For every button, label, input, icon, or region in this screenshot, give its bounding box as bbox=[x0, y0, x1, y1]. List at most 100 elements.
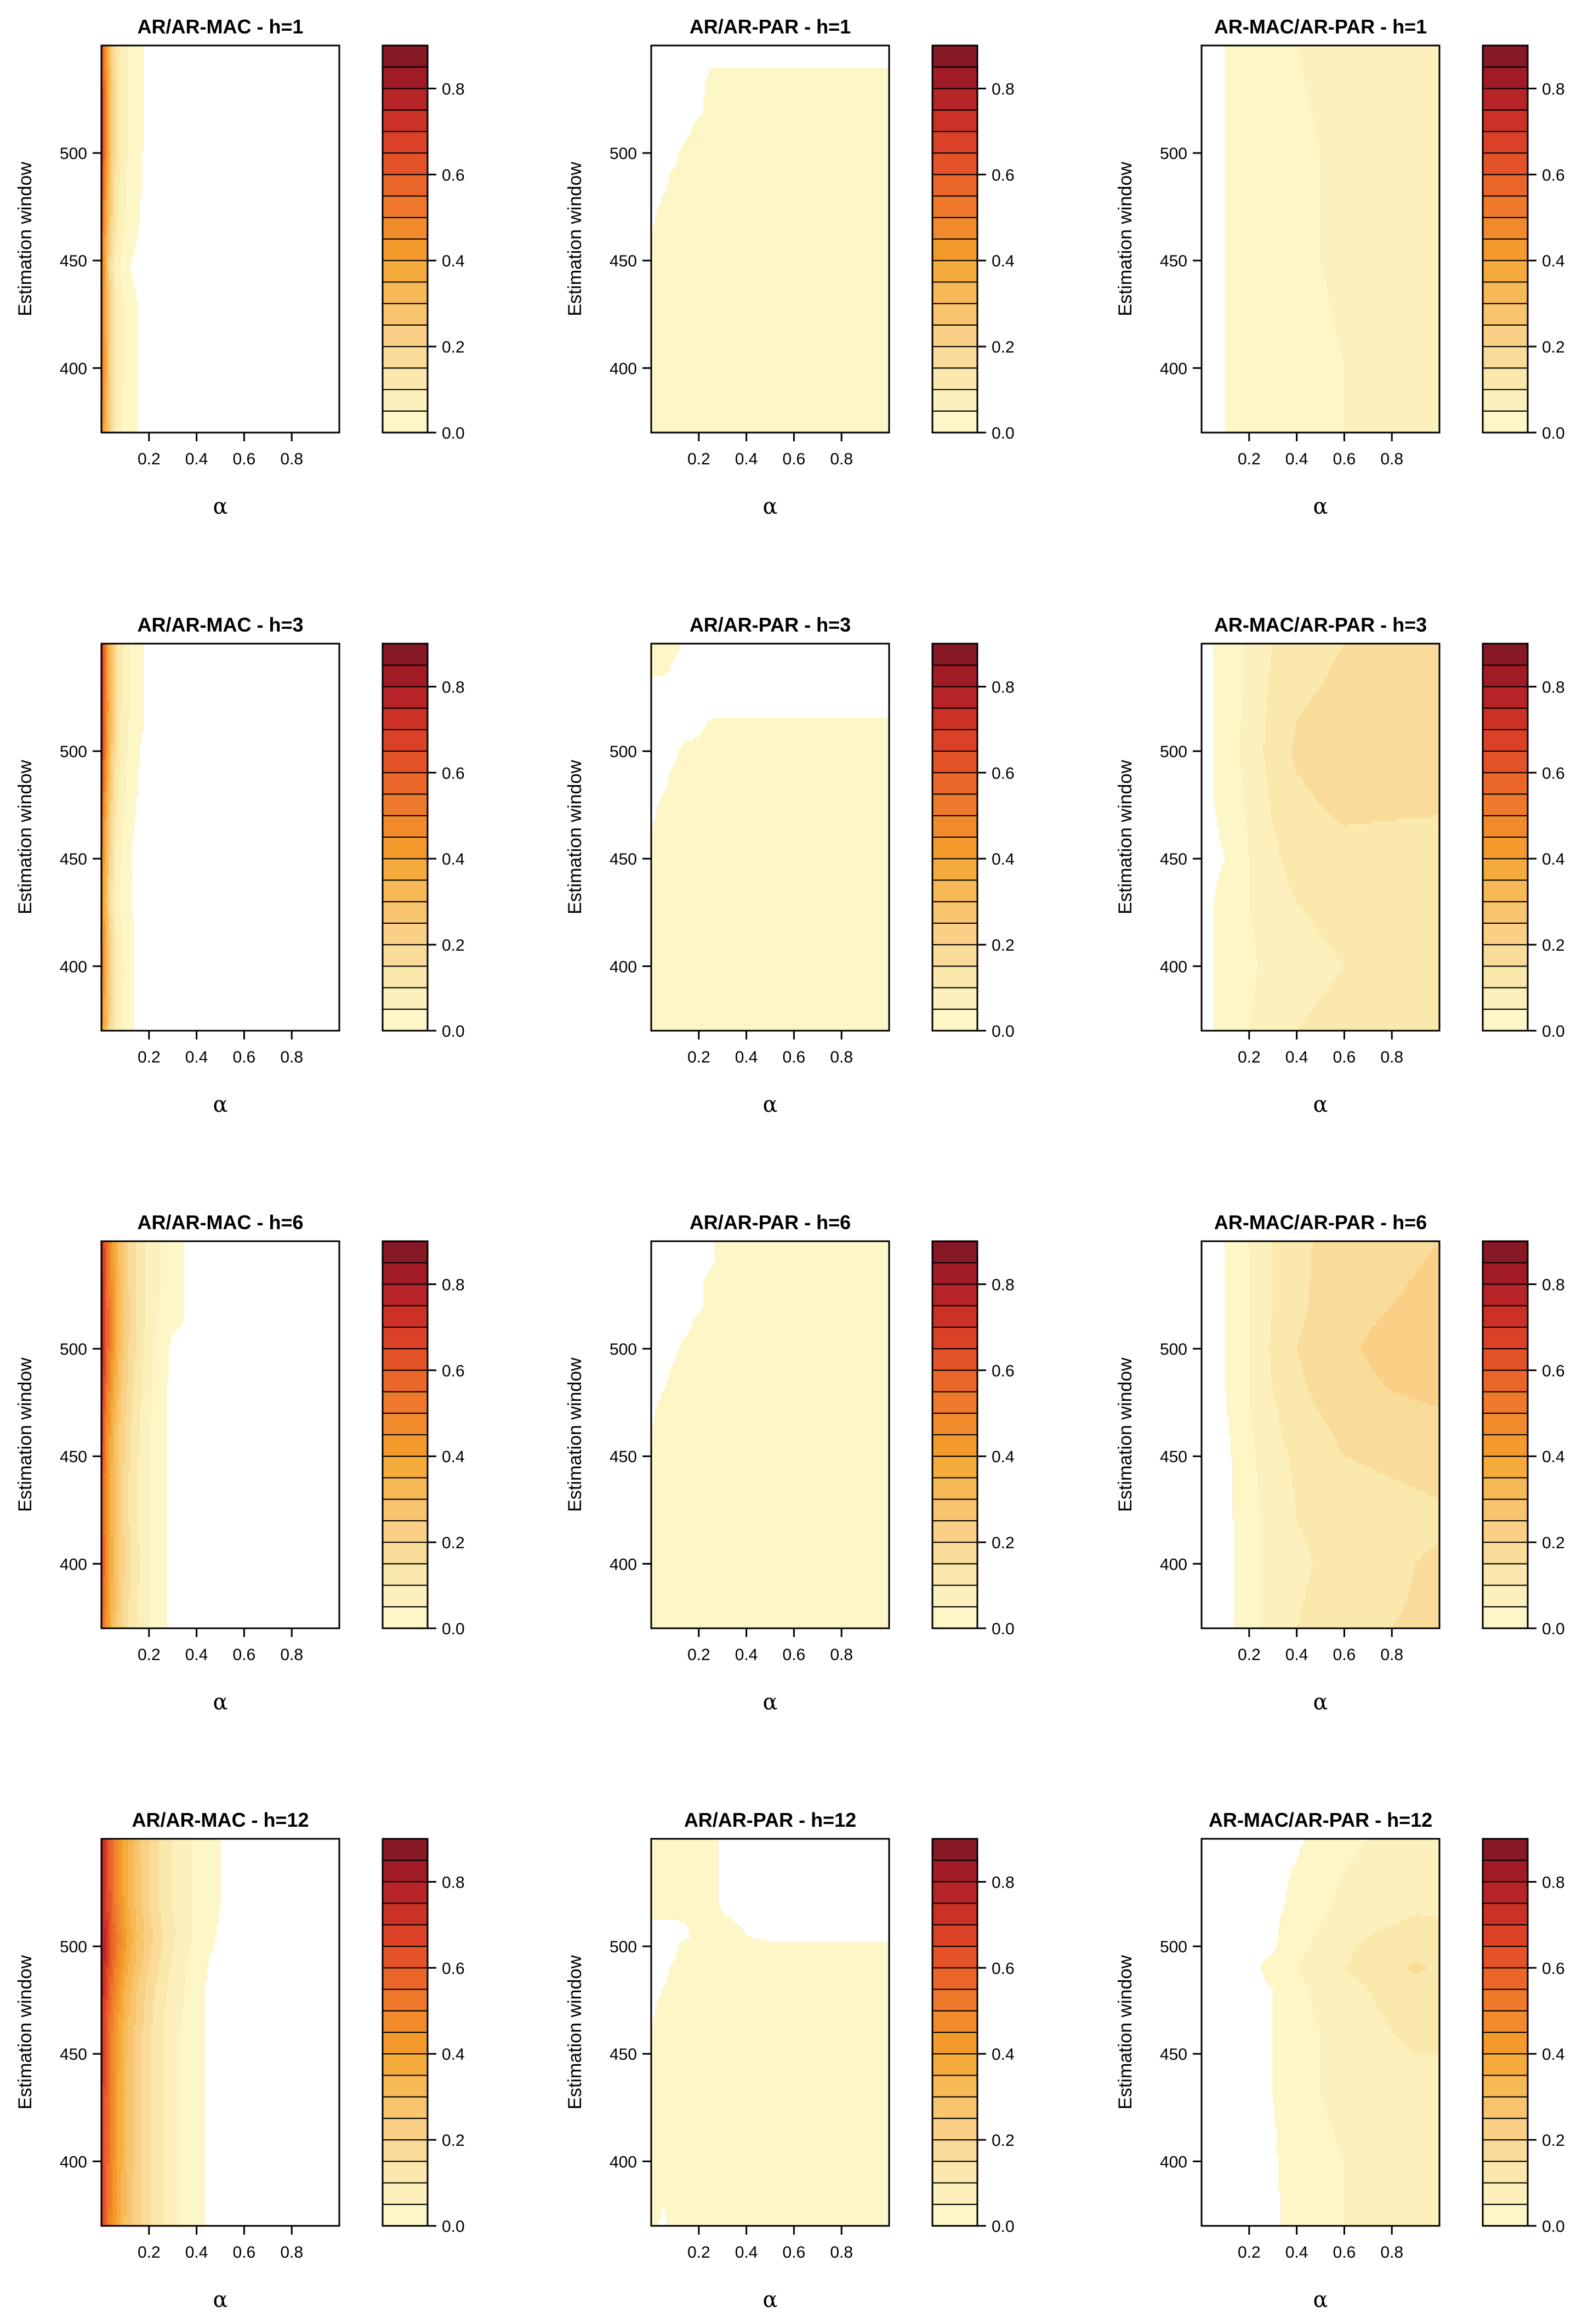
contour-cell bbox=[130, 1331, 136, 1336]
contour-cell bbox=[121, 71, 129, 75]
contour-cell bbox=[115, 116, 117, 120]
contour-cell bbox=[111, 390, 113, 394]
contour-cell bbox=[130, 1325, 136, 1329]
y-tick-label: 450 bbox=[1160, 252, 1187, 270]
contour-cell bbox=[107, 1305, 112, 1310]
contour-cell bbox=[101, 817, 104, 822]
contour-cell bbox=[109, 213, 112, 217]
contour-cell bbox=[1242, 785, 1267, 789]
contour-cell bbox=[128, 1267, 136, 1271]
contour-cell bbox=[1213, 747, 1240, 751]
contour-cell bbox=[103, 1515, 106, 1519]
contour-cell bbox=[113, 876, 116, 880]
contour-cell bbox=[1344, 380, 1440, 385]
contour-cell bbox=[115, 1463, 119, 1468]
contour-cell bbox=[103, 1618, 106, 1622]
contour-cell bbox=[113, 1557, 116, 1561]
contour-cell bbox=[1225, 297, 1329, 301]
contour-cell bbox=[118, 788, 127, 793]
contour-cell bbox=[113, 336, 117, 339]
contour-cell bbox=[103, 1505, 106, 1509]
x-tick-label: 0.2 bbox=[1238, 450, 1261, 468]
contour-cell bbox=[118, 1241, 125, 1245]
contour-cell bbox=[111, 103, 116, 107]
contour-cell bbox=[124, 1270, 129, 1274]
colorbar-segment bbox=[1482, 45, 1528, 68]
contour-cell bbox=[1297, 1027, 1440, 1031]
contour-cell bbox=[101, 84, 104, 88]
contour-cell bbox=[105, 345, 108, 349]
contour-cell bbox=[111, 1579, 116, 1584]
contour-cell bbox=[1244, 689, 1270, 692]
contour-cell bbox=[109, 255, 113, 259]
contour-cell bbox=[103, 1612, 106, 1616]
contour-cell bbox=[101, 805, 104, 809]
contour-cell bbox=[101, 149, 104, 152]
contour-cell bbox=[105, 155, 108, 159]
colorbar-segment bbox=[1482, 901, 1528, 924]
contour-cell bbox=[1244, 656, 1271, 661]
contour-cell bbox=[136, 1344, 144, 1348]
contour-cell bbox=[121, 149, 129, 152]
contour-cell bbox=[128, 1518, 139, 1522]
contour-cell bbox=[1244, 795, 1270, 799]
contour-cell bbox=[105, 1247, 108, 1252]
contour-cell bbox=[132, 1399, 143, 1403]
contour-cell bbox=[113, 727, 116, 731]
contour-cell bbox=[103, 303, 106, 308]
contour-cell bbox=[105, 882, 108, 886]
colorbar-segment bbox=[382, 1584, 428, 1607]
contour-cell bbox=[115, 934, 123, 937]
contour-cell bbox=[124, 814, 136, 819]
contour-cell bbox=[117, 737, 121, 741]
contour-cell bbox=[122, 410, 139, 414]
contour-cell bbox=[651, 349, 890, 353]
contour-cell bbox=[111, 100, 116, 104]
contour-cell bbox=[109, 1554, 113, 1558]
contour-cell bbox=[107, 1011, 110, 1015]
contour-cell bbox=[115, 1515, 119, 1519]
contour-cell bbox=[1294, 759, 1440, 764]
contour-cell bbox=[124, 1560, 131, 1564]
contour-cell bbox=[118, 1389, 121, 1394]
contour-cell bbox=[145, 1254, 162, 1258]
colorbar-segment bbox=[382, 858, 428, 881]
contour-cell bbox=[105, 947, 108, 951]
contour-cell bbox=[121, 158, 129, 162]
contour-cell bbox=[122, 708, 131, 712]
contour-cell bbox=[141, 1377, 154, 1380]
contour-cell bbox=[103, 103, 106, 107]
contour-cell bbox=[121, 126, 129, 130]
contour-cell bbox=[118, 1264, 125, 1268]
contour-cell bbox=[103, 675, 106, 680]
contour-cell bbox=[107, 920, 110, 925]
contour-cell bbox=[113, 410, 117, 414]
contour-cell bbox=[103, 889, 106, 893]
contour-cell bbox=[1324, 937, 1440, 941]
contour-cell bbox=[121, 90, 129, 94]
colorbar-segment bbox=[932, 686, 978, 709]
contour-cell bbox=[105, 1428, 108, 1432]
contour-cell bbox=[1321, 213, 1440, 217]
contour-cell bbox=[117, 663, 123, 667]
contour-cell bbox=[111, 721, 113, 725]
contour-cell bbox=[128, 1260, 136, 1264]
contour-cell bbox=[651, 969, 890, 973]
contour-cell bbox=[117, 61, 121, 65]
contour-cell bbox=[115, 882, 121, 886]
contour-cell bbox=[149, 1515, 167, 1519]
contour-cell bbox=[121, 178, 127, 181]
contour-cell bbox=[121, 1328, 125, 1332]
contour-cell bbox=[122, 656, 131, 661]
contour-cell bbox=[103, 1408, 106, 1413]
contour-cell bbox=[101, 316, 104, 320]
contour-cell bbox=[111, 843, 113, 848]
contour-cell bbox=[115, 837, 123, 841]
contour-cell bbox=[109, 239, 112, 243]
contour-cell bbox=[1240, 737, 1266, 741]
contour-cell bbox=[136, 1270, 146, 1274]
contour-cell bbox=[117, 817, 123, 822]
contour-cell bbox=[121, 866, 133, 870]
x-tick-label: 0.2 bbox=[138, 1048, 161, 1066]
contour-cell bbox=[101, 1431, 104, 1435]
